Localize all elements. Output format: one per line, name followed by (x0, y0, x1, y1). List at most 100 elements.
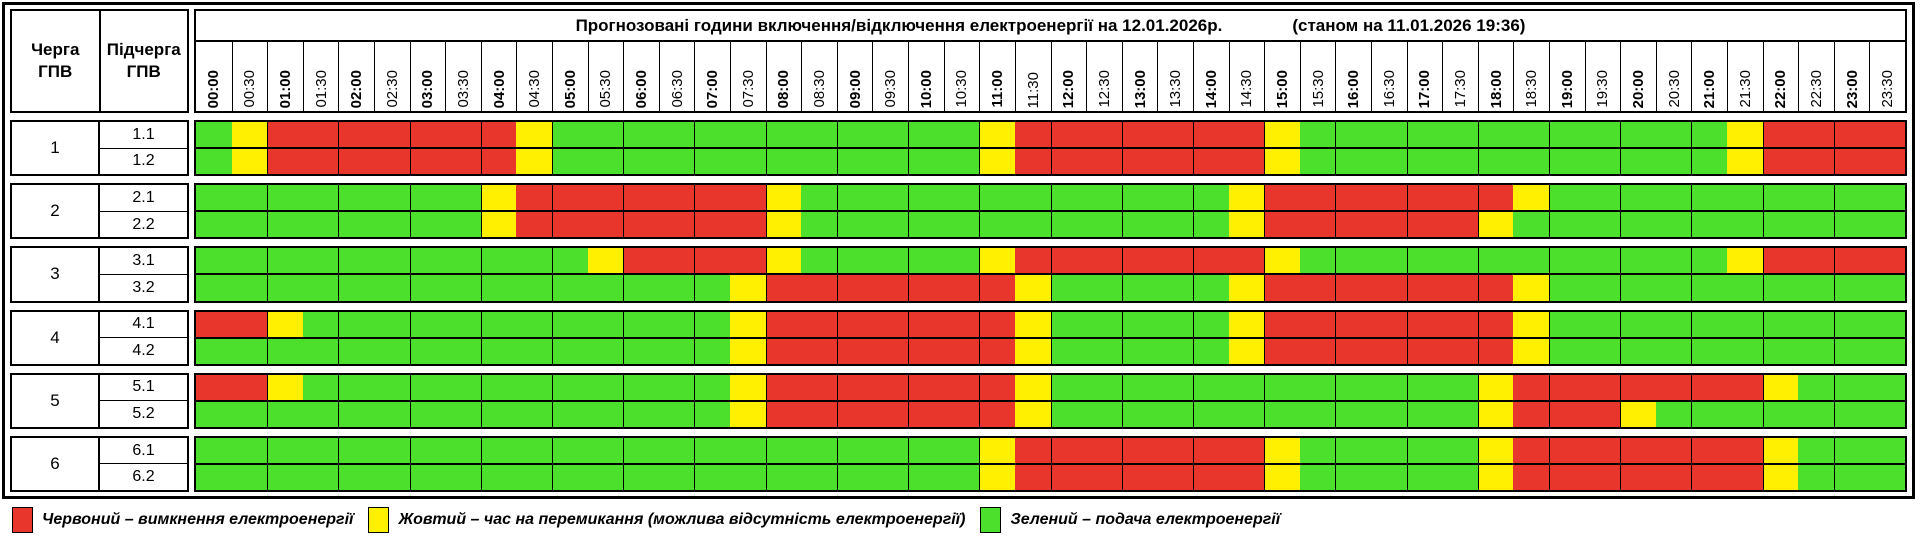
schedule-cell-1.1-0930-green (872, 122, 909, 148)
queue-number: 2 (12, 185, 100, 238)
schedule-cell-6.1-0730-green (730, 437, 766, 463)
schedule-cell-3.2-0900-red (836, 275, 873, 301)
schedule-cell-6.1-2330-green (1869, 437, 1905, 463)
schedule-cell-5.1-1930-red (1584, 374, 1621, 400)
schedule-cell-1.2-2130-yellow (1726, 149, 1763, 175)
subqueue-label-5.2: 5.2 (100, 400, 187, 427)
table-header: Черга ГПВ Підчерга ГПВ Прогнозовані годи… (10, 9, 1907, 113)
schedule-cell-4.2-0030-green (231, 338, 268, 364)
time-slot-2130: 21:30 (1726, 42, 1763, 111)
schedule-row-6.1 (196, 437, 1905, 463)
time-slot-1130: 11:30 (1014, 42, 1051, 111)
subqueue-label-6.2: 6.2 (100, 463, 187, 490)
schedule-cell-6.1-1100-yellow (979, 437, 1015, 463)
schedule-cell-1.1-1700-green (1406, 122, 1443, 148)
schedule-cell-5.1-1700-green (1406, 374, 1443, 400)
queue-number: 3 (12, 248, 100, 301)
schedule-cell-5.2-1730-green (1442, 401, 1478, 427)
schedule-cell-2.1-2230-green (1798, 185, 1834, 211)
schedule-cell-5.1-1330-green (1157, 374, 1193, 400)
schedule-cell-2.1-1000-green (908, 185, 944, 211)
schedule-cell-6.2-2130-red (1726, 464, 1763, 491)
schedule-cell-6.1-1300-red (1121, 437, 1158, 463)
schedule-cell-2.2-1600-red (1335, 212, 1371, 238)
schedule-cell-6.2-1630-green (1370, 464, 1407, 491)
schedule-cell-4.2-0000-green (196, 338, 232, 364)
schedule-cell-2.2-0400-yellow (480, 212, 517, 238)
schedule-cell-6.1-1700-green (1406, 437, 1443, 463)
schedule-cell-5.2-1300-green (1121, 401, 1158, 427)
queue-block-1: 1 1.1 1.2 (10, 120, 1907, 177)
subqueue-labels: 4.1 4.2 (100, 312, 187, 364)
schedule-cell-4.1-0400-green (480, 311, 517, 337)
schedule-cell-4.2-1500-red (1264, 338, 1300, 364)
time-slot-label: 18:30 (1523, 70, 1541, 108)
time-slot-1730: 17:30 (1442, 42, 1478, 111)
schedule-cell-4.1-0130-green (302, 311, 339, 337)
schedule-cell-6.1-1830-red (1513, 437, 1549, 463)
schedule-cell-1.1-1000-green (908, 122, 944, 148)
schedule-cell-3.1-1100-yellow (979, 248, 1015, 274)
time-slot-label: 20:30 (1665, 70, 1683, 108)
schedule-cell-1.2-0400-red (480, 149, 517, 175)
schedule-cell-2.2-1430-yellow (1228, 212, 1265, 238)
schedule-cell-4.2-0800-red (765, 338, 802, 364)
schedule-cell-5.1-2100-red (1691, 374, 1727, 400)
time-slot-label: 09:30 (882, 70, 900, 108)
schedule-cell-5.1-0230-green (374, 374, 410, 400)
schedule-cell-3.2-0700-green (694, 275, 731, 301)
schedule-cell-2.1-1830-yellow (1513, 185, 1549, 211)
schedule-cell-2.2-2300-green (1833, 212, 1870, 238)
schedule-cell-1.2-2230-red (1798, 149, 1834, 175)
schedule-cell-6.1-0800-green (765, 437, 802, 463)
schedule-cell-3.1-1930-green (1584, 248, 1621, 274)
schedule-cell-5.2-1930-red (1584, 401, 1621, 427)
schedule-cell-4.1-0900-red (836, 311, 873, 337)
time-slot-1200: 12:00 (1050, 42, 1087, 111)
schedule-cell-2.1-0530-red (587, 185, 624, 211)
schedule-cell-2.2-1200-green (1050, 212, 1087, 238)
schedule-cell-4.1-1400-green (1192, 311, 1229, 337)
schedule-cell-1.1-0700-green (694, 122, 731, 148)
time-slot-0900: 09:00 (836, 42, 873, 111)
time-slot-label: 18:00 (1487, 69, 1505, 108)
time-slot-label: 05:00 (561, 69, 579, 108)
time-slot-label: 15:30 (1309, 70, 1327, 108)
schedule-cell-3.1-0630-red (658, 248, 695, 274)
schedule-cell-1.2-1630-green (1370, 149, 1407, 175)
schedule-cell-3.1-1200-red (1050, 248, 1087, 274)
queue-label-box-3: 3 3.1 3.2 (10, 246, 189, 303)
schedule-cell-6.2-0200-green (338, 464, 375, 491)
time-slot-label: 23:30 (1879, 70, 1897, 108)
schedule-cell-6.2-0330-green (445, 464, 481, 491)
legend-text: Червоний – вимкнення електроенергії (42, 511, 354, 528)
schedule-cell-5.1-0730-yellow (730, 374, 766, 400)
schedule-cell-3.1-0700-red (694, 248, 731, 274)
schedule-cell-3.1-0030-green (231, 248, 268, 274)
schedule-cell-6.2-2300-green (1833, 464, 1870, 491)
schedule-cell-4.2-1100-red (979, 338, 1015, 364)
schedule-cell-1.2-0300-red (409, 149, 446, 175)
schedule-cell-3.1-0330-green (445, 248, 481, 274)
schedule-cell-1.2-0030-yellow (231, 149, 268, 175)
schedule-cell-6.1-0530-green (587, 437, 624, 463)
schedule-cell-2.1-0400-yellow (480, 185, 517, 211)
schedule-cell-6.2-1430-red (1228, 464, 1265, 491)
time-slot-1500: 15:00 (1264, 42, 1300, 111)
schedule-row-2.2 (196, 210, 1905, 238)
schedule-cell-6.2-1000-green (908, 464, 944, 491)
schedule-cell-3.2-2030-green (1655, 275, 1692, 301)
schedule-cell-3.2-1430-yellow (1228, 275, 1265, 301)
time-slot-label: 15:00 (1273, 69, 1291, 108)
schedule-cell-2.2-0600-red (623, 212, 659, 238)
schedule-cell-3.2-0800-red (765, 275, 802, 301)
schedule-cell-3.1-1130-red (1014, 248, 1051, 274)
schedule-cell-1.1-0800-green (765, 122, 802, 148)
subqueue-column-header: Підчерга ГПВ (106, 39, 181, 81)
schedule-cell-1.1-1530-green (1299, 122, 1336, 148)
schedule-cell-4.2-0900-red (836, 338, 873, 364)
schedule-cell-6.1-0130-green (302, 437, 339, 463)
schedule-cell-6.2-1530-green (1299, 464, 1336, 491)
time-slot-2030: 20:30 (1655, 42, 1692, 111)
schedule-cell-3.2-2330-green (1869, 275, 1905, 301)
